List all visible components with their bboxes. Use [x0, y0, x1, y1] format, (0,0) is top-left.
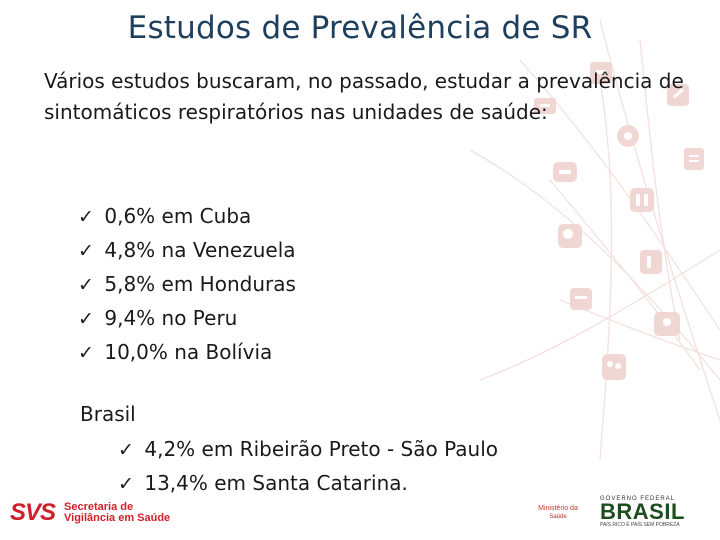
ministerio-bottom: Saúde — [549, 514, 567, 520]
checkmark-icon: ✓ — [78, 342, 94, 364]
list-item: ✓ 5,8% em Honduras — [78, 267, 296, 301]
checkmark-icon: ✓ — [118, 439, 134, 461]
checkmark-icon: ✓ — [118, 473, 134, 495]
intro-text: Vários estudos buscaram, no passado, est… — [44, 69, 684, 124]
study-value: 4,2% em Ribeirão Preto - São Paulo — [144, 437, 498, 461]
checkmark-icon: ✓ — [78, 308, 94, 330]
checkmark-icon: ✓ — [78, 240, 94, 262]
svs-name: Secretaria de Vigilância em Saúde — [64, 502, 170, 524]
gov-federal-label: GOVERNO FEDERAL — [600, 496, 676, 502]
family-icon — [602, 354, 626, 380]
brasil-wordmark: BRASIL — [600, 499, 685, 524]
country-study-list: ✓ 0,6% em Cuba ✓ 4,8% na Venezuela ✓ 5,8… — [78, 199, 296, 369]
ministerio-logo: Ministério da Saúde — [535, 505, 581, 521]
list-item: ✓ 9,4% no Peru — [78, 301, 296, 335]
checkmark-icon: ✓ — [78, 274, 94, 296]
svs-name-line1: Secretaria de — [64, 501, 134, 513]
study-value: 10,0% na Bolívia — [104, 340, 273, 364]
ministerio-top: Ministério da — [538, 505, 578, 512]
study-value: 0,6% em Cuba — [104, 204, 252, 228]
lungs-icon — [630, 188, 654, 212]
study-value: 9,4% no Peru — [104, 306, 238, 330]
brasil-study-list: ✓ 4,2% em Ribeirão Preto - São Paulo ✓ 1… — [118, 432, 498, 500]
study-value: 5,8% em Honduras — [104, 272, 296, 296]
list-item: ✓ 0,6% em Cuba — [78, 199, 296, 233]
gov-slogan: PAÍS RICO É PAÍS SEM POBREZA — [600, 522, 680, 528]
brasil-government-logo: GOVERNO FEDERAL BRASIL PAÍS RICO É PAÍS … — [600, 496, 716, 528]
list-item: ✓ 4,2% em Ribeirão Preto - São Paulo — [118, 432, 498, 466]
brasil-heading: Brasil — [80, 402, 136, 426]
svs-logo: SVS — [10, 499, 56, 526]
checkmark-icon: ✓ — [78, 206, 94, 228]
study-value: 4,8% na Venezuela — [104, 238, 296, 262]
clipboard-icon — [684, 148, 704, 170]
list-item: ✓ 4,8% na Venezuela — [78, 233, 296, 267]
list-item: ✓ 13,4% em Santa Catarina. — [118, 466, 498, 500]
list-item: ✓ 10,0% na Bolívia — [78, 335, 296, 369]
slide-title: Estudos de Prevalência de SR — [127, 10, 593, 46]
svs-name-line2: Vigilância em Saúde — [64, 512, 171, 524]
study-value: 13,4% em Santa Catarina. — [144, 471, 408, 495]
